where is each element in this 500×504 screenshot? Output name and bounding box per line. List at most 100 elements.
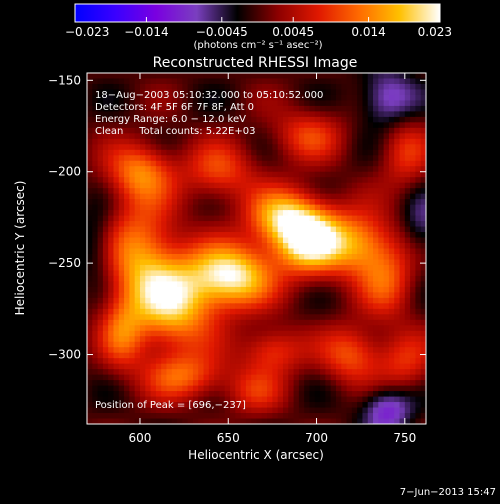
- heatmap-cell: [357, 275, 364, 282]
- heatmap-cell: [118, 352, 125, 359]
- heatmap-cell: [134, 138, 141, 145]
- heatmap-cell: [320, 127, 326, 134]
- heatmap-cell: [362, 237, 369, 244]
- heatmap-cell: [192, 352, 199, 359]
- heatmap-cell: [219, 275, 226, 282]
- heatmap-cell: [373, 396, 379, 403]
- heatmap-cell: [251, 275, 258, 282]
- heatmap-cell: [378, 407, 385, 414]
- heatmap-cell: [171, 402, 178, 409]
- heatmap-cell: [245, 286, 252, 293]
- heatmap-cell: [219, 226, 226, 233]
- heatmap-cell: [304, 325, 311, 332]
- heatmap-cell: [87, 83, 93, 91]
- heatmap-cell: [267, 396, 273, 403]
- heatmap-cell: [208, 171, 215, 178]
- heatmap-cell: [341, 297, 348, 304]
- heatmap-cell: [314, 166, 321, 173]
- heatmap-cell: [113, 363, 120, 370]
- heatmap-cell: [182, 73, 189, 80]
- heatmap-cell: [388, 215, 395, 222]
- heatmap-cell: [293, 374, 300, 381]
- heatmap-cell: [357, 83, 364, 91]
- heatmap-cell: [357, 270, 364, 277]
- heatmap-cell: [362, 325, 369, 332]
- heatmap-cell: [214, 232, 221, 239]
- heatmap-cell: [256, 177, 263, 184]
- heatmap-cell: [129, 89, 136, 96]
- heatmap-cell: [277, 352, 284, 359]
- heatmap-cell: [288, 385, 295, 392]
- heatmap-cell: [415, 396, 422, 403]
- heatmap-cell: [320, 380, 326, 387]
- heatmap-cell: [282, 199, 289, 206]
- heatmap-cell: [420, 83, 426, 91]
- heatmap-cell: [388, 413, 395, 420]
- heatmap-cell: [166, 259, 173, 266]
- heatmap-cell: [230, 281, 236, 288]
- heatmap-cell: [367, 171, 374, 178]
- heatmap-cell: [388, 166, 395, 173]
- heatmap-cell: [325, 193, 332, 200]
- heatmap-cell: [325, 275, 332, 282]
- heatmap-cell: [214, 391, 221, 398]
- heatmap-cell: [325, 385, 332, 392]
- heatmap-cell: [124, 286, 130, 293]
- heatmap-cell: [235, 193, 242, 200]
- heatmap-cell: [351, 363, 358, 370]
- heatmap-cell: [261, 374, 268, 381]
- heatmap-cell: [251, 253, 258, 261]
- heatmap-cell: [404, 138, 411, 145]
- heatmap-cell: [335, 275, 342, 282]
- heatmap-cell: [367, 105, 374, 112]
- heatmap-cell: [399, 248, 406, 255]
- heatmap-cell: [415, 144, 422, 151]
- heatmap-cell: [388, 199, 395, 206]
- heatmap-cell: [383, 413, 390, 420]
- heatmap-cell: [367, 380, 374, 387]
- heatmap-cell: [224, 221, 231, 228]
- heatmap-cell: [341, 144, 348, 151]
- heatmap-cell: [124, 380, 130, 387]
- heatmap-cell: [166, 396, 173, 403]
- heatmap-cell: [240, 380, 247, 387]
- heatmap-cell: [92, 144, 99, 151]
- heatmap-cell: [182, 341, 189, 348]
- heatmap-cell: [92, 270, 99, 277]
- annotation-line: Detectors: 4F 5F 6F 7F 8F, Att 0: [95, 102, 254, 113]
- heatmap-cell: [208, 303, 215, 310]
- heatmap-cell: [150, 188, 157, 195]
- heatmap-cell: [404, 402, 411, 409]
- heatmap-cell: [325, 347, 332, 354]
- heatmap-cell: [108, 319, 115, 326]
- heatmap-cell: [415, 270, 422, 277]
- heatmap-cell: [388, 380, 395, 387]
- heatmap-cell: [129, 308, 136, 315]
- heatmap-cell: [150, 89, 157, 96]
- heatmap-cell: [214, 144, 221, 151]
- heatmap-cell: [214, 237, 221, 244]
- heatmap-cell: [399, 166, 406, 173]
- heatmap-cell: [282, 270, 289, 277]
- heatmap-cell: [309, 314, 316, 321]
- heatmap-cell: [208, 182, 215, 189]
- heatmap-cell: [102, 171, 109, 178]
- heatmap-cell: [282, 78, 289, 85]
- heatmap-cell: [346, 210, 353, 217]
- heatmap-cell: [256, 407, 263, 414]
- heatmap-cell: [161, 314, 168, 321]
- heatmap-cell: [288, 177, 295, 184]
- heatmap-cell: [134, 385, 141, 392]
- heatmap-cell: [388, 182, 395, 189]
- heatmap-cell: [362, 149, 369, 156]
- heatmap-cell: [214, 396, 221, 403]
- heatmap-cell: [388, 325, 395, 332]
- heatmap-cell: [304, 166, 311, 173]
- heatmap-cell: [267, 171, 273, 178]
- heatmap-cell: [410, 243, 417, 250]
- heatmap-cell: [113, 303, 120, 310]
- heatmap-cell: [208, 226, 215, 233]
- heatmap-cell: [304, 149, 311, 156]
- heatmap-cell: [208, 402, 215, 409]
- heatmap-cell: [309, 369, 316, 376]
